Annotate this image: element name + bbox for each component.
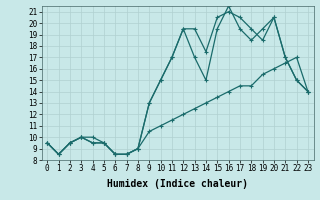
X-axis label: Humidex (Indice chaleur): Humidex (Indice chaleur): [107, 179, 248, 189]
